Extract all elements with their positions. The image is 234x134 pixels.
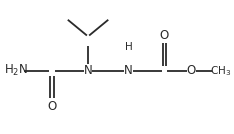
Text: O: O	[160, 29, 169, 42]
Text: N: N	[124, 64, 133, 77]
Text: O: O	[187, 64, 196, 77]
Text: H$_2$N: H$_2$N	[4, 63, 28, 79]
Text: O: O	[48, 100, 57, 113]
Text: CH$_3$: CH$_3$	[210, 64, 231, 78]
Text: N: N	[84, 64, 92, 77]
Text: H: H	[125, 42, 132, 52]
